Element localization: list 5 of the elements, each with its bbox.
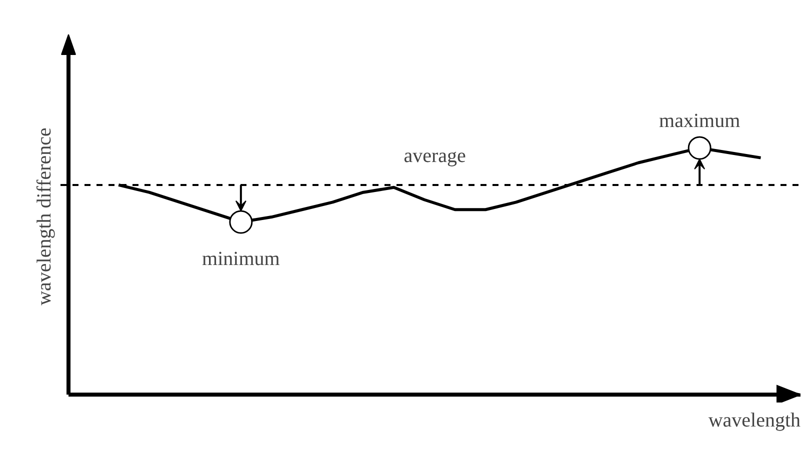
ref-line-label: average	[404, 144, 466, 167]
y-axis-title: wavelength difference	[34, 127, 56, 306]
annotation: maximum	[659, 110, 741, 132]
x-axis-title: wavelength	[708, 410, 800, 432]
annotation: minimum	[202, 248, 280, 270]
